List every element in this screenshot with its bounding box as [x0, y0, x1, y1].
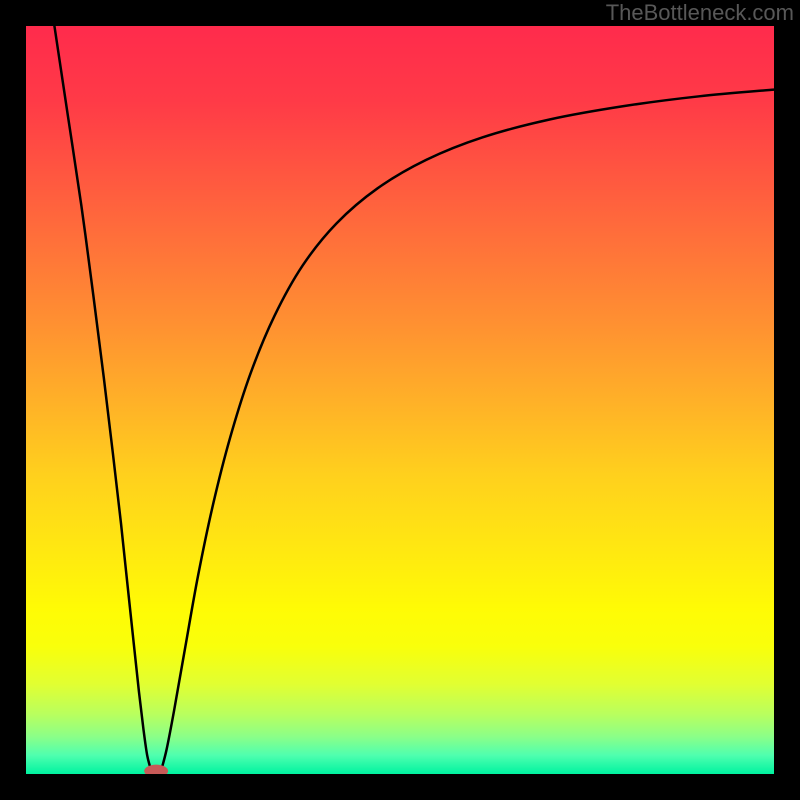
watermark-text: TheBottleneck.com: [606, 0, 794, 26]
curve-right-branch: [161, 90, 774, 770]
plot-area: [26, 26, 774, 774]
figure-root: TheBottleneck.com: [0, 0, 800, 800]
curve-left-branch: [54, 26, 150, 770]
curves-layer: [26, 26, 774, 774]
minimum-marker: [144, 765, 168, 774]
